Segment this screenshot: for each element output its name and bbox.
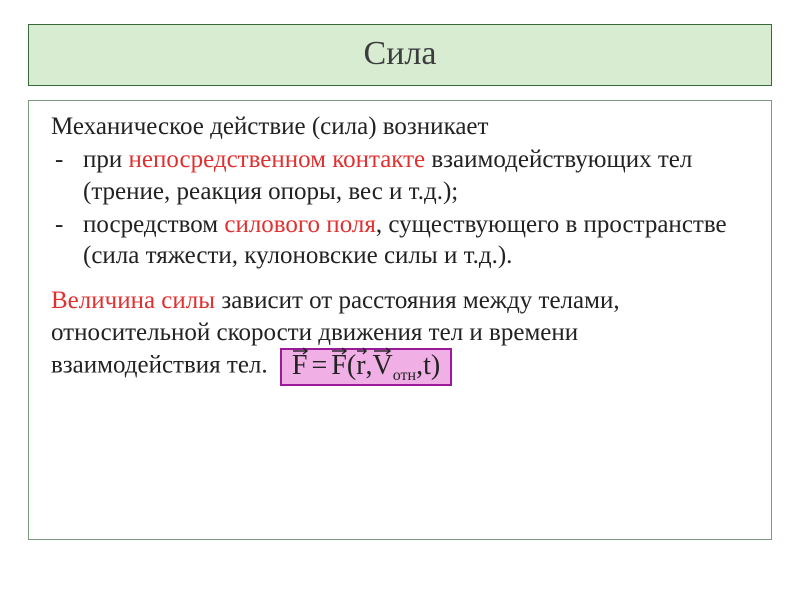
lead-text: Механическое действие (сила) возникает [51,111,753,142]
formula-comma: , [366,352,373,380]
vector-arrow-icon [331,346,347,356]
vector-F: F [292,352,308,380]
title-box: Сила [28,24,772,86]
bullet-before: посредством [83,211,224,238]
formula-Vsub: отн [393,368,416,384]
formula-lparen: ( [347,352,356,380]
bullet-list: при непосредственном контакте взаимодейс… [47,144,753,271]
list-item: посредством силового поля, существующего… [47,209,753,272]
vector-F2: F [331,352,347,380]
vector-arrow-icon [292,346,308,356]
bullet-highlight: силового поля [224,211,376,238]
formula-rparen: ) [431,352,440,380]
formula-box: F = F ( r [280,348,452,386]
paragraph: Величина силы зависит от расстояния межд… [51,285,753,386]
formula-eq: = [307,352,331,380]
formula-comma2: , [416,352,423,380]
bullet-highlight: непосредственном контакте [129,146,426,173]
paragraph-highlight: Величина силы [51,287,215,314]
list-item: при непосредственном контакте взаимодейс… [47,144,753,207]
formula-t: t [423,352,431,380]
vector-arrow-icon [373,346,393,356]
slide-title: Сила [29,35,771,73]
vector-V: V [373,352,393,380]
vector-r: r [356,352,365,380]
vector-arrow-icon [356,346,365,356]
formula: F = F ( r [292,352,440,380]
bullet-before: при [83,146,129,173]
slide: Сила Механическое действие (сила) возник… [0,0,800,600]
content-box: Механическое действие (сила) возникает п… [28,100,772,540]
